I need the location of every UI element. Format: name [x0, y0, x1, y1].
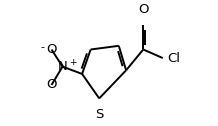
Text: N: N — [58, 60, 67, 73]
Text: O: O — [46, 43, 57, 56]
Text: Cl: Cl — [168, 52, 181, 65]
Text: O: O — [46, 78, 57, 91]
Text: +: + — [69, 58, 76, 67]
Text: -: - — [41, 42, 45, 52]
Text: O: O — [138, 4, 148, 17]
Text: S: S — [95, 108, 103, 121]
